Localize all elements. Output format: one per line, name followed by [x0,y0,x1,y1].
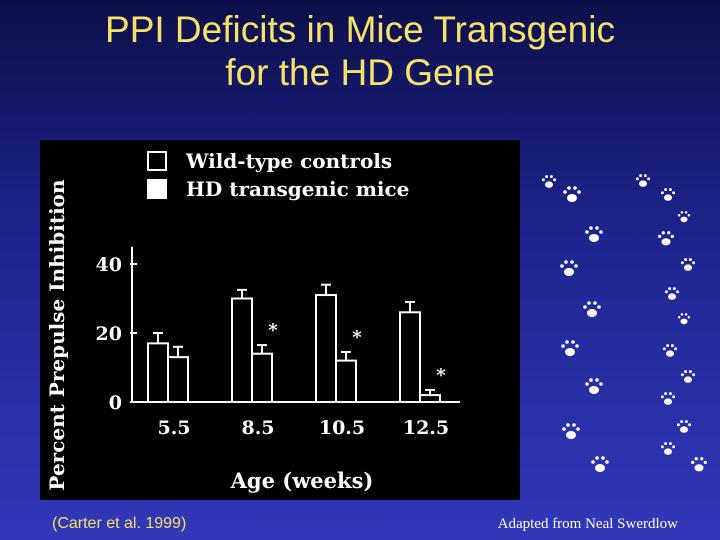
mouse-footprint-icon [591,456,609,472]
y-tick-label: 0 [109,392,122,414]
mouse-footprint-icon [677,211,691,223]
mouse-footprint-icon [562,423,580,439]
legend-label-wildtype: Wild-type controls [185,149,392,173]
y-tick-label: 20 [96,323,122,345]
significance-marker: * [352,327,362,348]
mouse-footprint-trail [541,174,707,472]
mouse-footprint-icon [660,392,676,405]
mouse-footprint-icon [658,231,674,246]
title-line-1: PPI Deficits in Mice Transgenic [105,9,615,50]
mouse-footprint-icon [660,442,676,455]
mouse-footprint-icon [583,301,601,317]
x-tick-label: 10.5 [319,417,365,439]
hd-transgenic-bar [167,356,189,403]
citation: (Carter et al. 1999) [52,515,187,532]
chart-panel-background [40,140,520,500]
x-axis-title: Age (weeks) [230,468,374,493]
credit-line: Adapted from Neal Swerdlow [497,516,678,532]
significance-marker: * [268,320,278,341]
mouse-footprint-icon [662,344,678,357]
mouse-footprint-icon [691,457,707,472]
x-tick-label: 8.5 [241,417,274,439]
hd-transgenic-bar [335,359,357,404]
mouse-footprint-icon [585,226,603,242]
legend-swatch-hd [147,179,167,199]
significance-marker: * [436,365,446,386]
mouse-footprint-icon [635,174,651,187]
mouse-footprint-icon [676,420,692,433]
mouse-footprint-icon [677,313,691,325]
hd-transgenic-bar [419,394,441,404]
mouse-footprint-icon [563,186,581,202]
legend-label-hd: HD transgenic mice [186,177,409,201]
slide-title: PPI Deficits in Mice Transgenic for the … [0,8,720,94]
y-tick-label: 40 [96,254,122,276]
mouse-footprint-icon [561,340,579,356]
y-axis-title: Percent Prepulse Inhibition [45,179,69,491]
x-tick-label: 5.5 [157,417,190,439]
mouse-footprint-icon [541,175,557,188]
legend-swatch-wildtype [147,151,167,171]
mouse-footprint-icon [680,370,696,383]
mouse-footprint-icon [660,188,676,201]
mouse-footprint-icon [560,260,578,276]
title-line-2: for the HD Gene [225,52,495,93]
mouse-footprint-icon [680,258,696,271]
x-tick-label: 12.5 [403,417,449,439]
mouse-footprint-icon [585,378,603,394]
hd-transgenic-bar [251,352,273,404]
mouse-footprint-icon [664,287,680,300]
